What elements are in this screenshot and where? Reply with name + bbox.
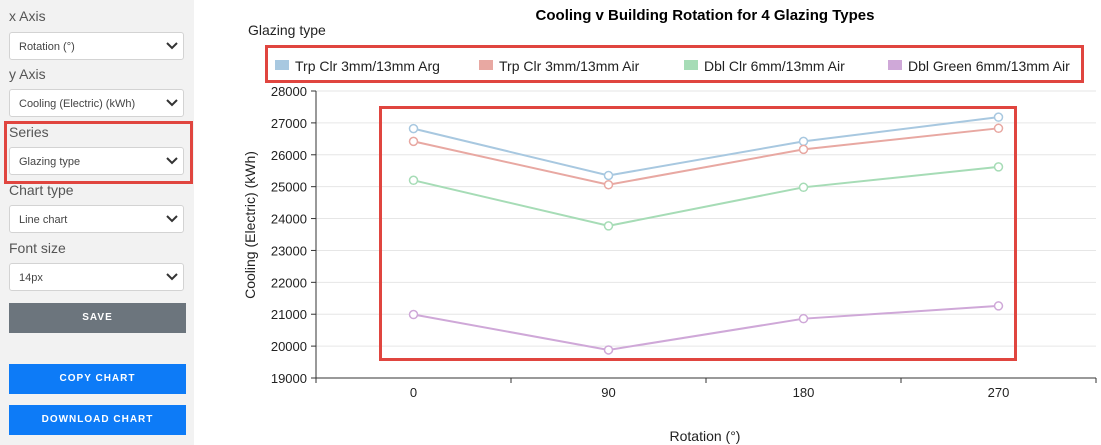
y-tick-label: 28000: [271, 84, 307, 99]
chart-settings-sidebar: x Axis Rotation (°) y Axis Cooling (Elec…: [0, 0, 194, 445]
legend-item-label: Dbl Clr 6mm/13mm Air: [704, 58, 845, 74]
data-point: [408, 309, 419, 320]
series-highlight-box: [4, 121, 193, 184]
data-point: [603, 180, 614, 190]
y-tick-label: 19000: [271, 371, 307, 386]
legend-item-label: Trp Clr 3mm/13mm Air: [499, 58, 640, 74]
y-axis-select-value: Cooling (Electric) (kWh): [19, 98, 136, 110]
series-line: [413, 304, 999, 351]
data-point: [408, 175, 419, 186]
legend-item-label: Trp Clr 3mm/13mm Arg: [295, 58, 440, 74]
data-point: [798, 136, 809, 147]
font-size-select-value: 14px: [19, 272, 43, 284]
data-point: [993, 162, 1004, 172]
download-chart-button[interactable]: DOWNLOAD CHART: [9, 405, 186, 435]
data-point: [408, 136, 419, 147]
y-tick-label: 25000: [271, 180, 307, 195]
y-tick-label: 26000: [271, 148, 307, 163]
series-select-value: Glazing type: [19, 156, 81, 168]
series-label: Series: [9, 124, 49, 140]
data-point: [603, 345, 614, 355]
y-axis-label: y Axis: [9, 66, 46, 82]
chevron-down-icon: [166, 42, 178, 50]
series-line: [413, 165, 999, 227]
data-point: [993, 301, 1004, 311]
y-tick-label: 23000: [271, 243, 307, 258]
legend: Trp Clr 3mm/13mm Arg Trp Clr 3mm/13mm Air…: [275, 58, 1070, 74]
copy-chart-button[interactable]: COPY CHART: [9, 364, 186, 394]
plot-highlight-box: [379, 106, 1017, 361]
x-tick-label: 180: [793, 385, 815, 400]
legend-highlight-box: [265, 45, 1084, 83]
y-tick-label: 27000: [271, 116, 307, 131]
chart-type-select[interactable]: Line chart: [9, 205, 184, 233]
x-axis-select[interactable]: Rotation (°): [9, 32, 184, 60]
legend-swatch: [888, 60, 902, 70]
y-tick-label: 24000: [271, 212, 307, 227]
font-size-label: Font size: [9, 240, 66, 256]
data-point: [993, 123, 1004, 134]
x-axis-title: Rotation (°): [670, 428, 741, 444]
data-point: [798, 144, 809, 155]
series-line: [413, 116, 999, 177]
data-point: [603, 170, 614, 181]
x-axis-label: x Axis: [9, 8, 46, 24]
chevron-down-icon: [166, 273, 178, 281]
data-point: [408, 123, 419, 134]
y-axis-select[interactable]: Cooling (Electric) (kWh): [9, 89, 184, 117]
legend-swatch: [479, 60, 493, 70]
y-tick-label: 22000: [271, 275, 307, 290]
series-select[interactable]: Glazing type: [9, 147, 184, 175]
chevron-down-icon: [166, 215, 178, 223]
y-axis-title: Cooling (Electric) (kWh): [242, 151, 258, 299]
series-line: [413, 127, 999, 186]
font-size-select[interactable]: 14px: [9, 263, 184, 291]
x-tick-label: 270: [988, 385, 1010, 400]
chevron-down-icon: [166, 157, 178, 165]
legend-swatch: [275, 60, 289, 70]
x-axis-select-value: Rotation (°): [19, 41, 75, 53]
chart-type-select-value: Line chart: [19, 214, 68, 226]
legend-title: Glazing type: [248, 22, 326, 38]
chevron-down-icon: [166, 99, 178, 107]
y-tick-label: 21000: [271, 307, 307, 322]
save-button[interactable]: SAVE: [9, 303, 186, 333]
x-tick-label: 0: [410, 385, 417, 400]
data-point: [798, 182, 809, 193]
axes: 19000 20000 21000 22000 23000 24000 25000 26000…: [271, 84, 1097, 400]
series-lines: [408, 112, 1004, 355]
legend-swatch: [684, 60, 698, 70]
y-tick-label: 20000: [271, 339, 307, 354]
x-tick-label: 90: [601, 385, 615, 400]
data-point: [798, 313, 809, 324]
data-point: [603, 221, 614, 231]
chart-title: Cooling v Building Rotation for 4 Glazin…: [536, 7, 875, 24]
gridlines: [316, 90, 1096, 347]
chart-type-label: Chart type: [9, 182, 74, 198]
data-point: [993, 112, 1004, 122]
legend-item-label: Dbl Green 6mm/13mm Air: [908, 58, 1070, 74]
